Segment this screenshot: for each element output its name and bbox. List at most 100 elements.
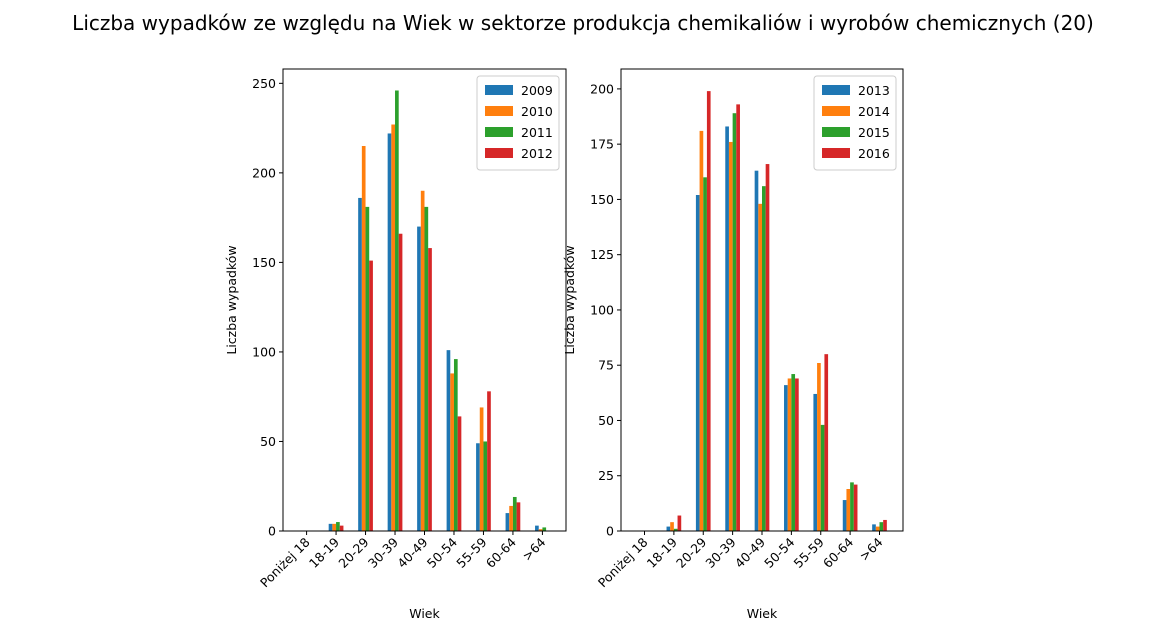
bar-2013-20-29 <box>695 195 700 531</box>
bar-2011-40-49 <box>424 206 429 531</box>
bar-2010-40-49 <box>420 190 425 531</box>
y-tick-label: 200 <box>252 165 276 180</box>
x-tick-label: 50-54 <box>424 534 460 570</box>
bar-2015-30-39 <box>732 113 737 532</box>
bar-2014-20-29 <box>699 130 704 531</box>
bar-2010-20-29 <box>361 146 366 531</box>
bar-2016->64 <box>883 519 887 531</box>
bar-2012-50-54 <box>457 416 462 531</box>
legend-swatch-2012 <box>485 148 513 158</box>
x-tick-label: 20-29 <box>673 534 709 570</box>
y-axis-label: Liczba wypadków <box>224 245 239 354</box>
x-tick-label: 50-54 <box>761 534 797 570</box>
bar-2016-20-29 <box>706 91 711 532</box>
chart-left: 0 50 100 150 200 250 Poniżej 1818-1920-2930-39… <box>224 68 567 621</box>
y-tick-label: 150 <box>252 255 276 270</box>
bar-2014-55-59 <box>817 363 821 531</box>
y-tick-label: 0 <box>606 524 614 539</box>
x-tick-label: 30-39 <box>365 534 401 570</box>
bar-2014->64 <box>875 526 880 531</box>
y-tick-label: 150 <box>590 192 614 207</box>
bar-2015-20-29 <box>703 177 707 531</box>
legend-label-2015: 2015 <box>858 125 890 140</box>
x-tick-label: Poniżej 18 <box>595 534 651 590</box>
bar-2009-30-39 <box>387 133 392 531</box>
x-tick-label: 60-64 <box>820 534 856 570</box>
bar-2013-18-19 <box>666 526 671 531</box>
y-tick-label: 175 <box>590 137 614 152</box>
bar-2013-40-49 <box>754 170 759 531</box>
legend: 2013 2014 2015 2016 <box>813 75 897 171</box>
legend: 2009 2010 2011 2012 <box>476 75 560 171</box>
legend-label-2011: 2011 <box>521 125 553 140</box>
bar-2010->64 <box>538 529 543 531</box>
y-tick-label: 75 <box>598 358 614 373</box>
y-tick-label: 125 <box>590 247 614 262</box>
legend-label-2012: 2012 <box>521 146 553 161</box>
bar-2016-55-59 <box>824 354 829 531</box>
bar-2015-40-49 <box>762 186 766 531</box>
y-tick-label: 0 <box>268 524 276 539</box>
y-tick-label: 50 <box>598 413 614 428</box>
bar-2012-40-49 <box>428 248 432 531</box>
legend-label-2010: 2010 <box>521 104 553 119</box>
bar-2013-50-54 <box>784 385 788 531</box>
x-tick-label: 40-49 <box>394 534 430 570</box>
x-tick-label: >64 <box>856 534 885 563</box>
y-tick-label: 25 <box>598 468 614 483</box>
legend-swatch-2009 <box>485 85 513 95</box>
x-tick-label: Poniżej 18 <box>257 534 313 590</box>
bar-2016-18-19 <box>677 515 682 531</box>
bar-2010-18-19 <box>332 523 337 531</box>
bar-2016-60-64 <box>853 484 858 531</box>
bar-2012-30-39 <box>398 233 403 532</box>
y-tick-label: 200 <box>590 81 614 96</box>
bar-2015-55-59 <box>820 424 825 531</box>
bar-2015-50-54 <box>791 374 796 531</box>
bar-2016-50-54 <box>795 378 799 531</box>
x-tick-label: 60-64 <box>483 534 519 570</box>
bar-2015-18-19 <box>673 528 678 531</box>
bar-2012-18-19 <box>339 525 344 531</box>
bar-2011-20-29 <box>365 206 370 531</box>
bar-2013-55-59 <box>813 393 818 531</box>
y-tick-label: 100 <box>252 344 276 359</box>
bar-2013->64 <box>872 524 876 531</box>
bar-2015-60-64 <box>850 482 854 531</box>
bar-2011-50-54 <box>453 359 458 531</box>
legend-label-2016: 2016 <box>858 146 890 161</box>
bar-2014-50-54 <box>787 378 792 531</box>
bar-2009-40-49 <box>417 226 421 531</box>
y-axis-label: Liczba wypadków <box>562 245 577 354</box>
bar-2009-18-19 <box>328 523 333 531</box>
x-tick-label: 40-49 <box>732 534 768 570</box>
bar-2010-50-54 <box>450 373 454 531</box>
legend-swatch-2011 <box>485 127 513 137</box>
bar-2014-18-19 <box>670 522 674 531</box>
legend-box <box>476 75 560 171</box>
bar-2016-40-49 <box>765 164 770 532</box>
bar-2009-60-64 <box>505 513 510 531</box>
bar-2014-30-39 <box>728 141 733 531</box>
bar-2015->64 <box>879 522 884 531</box>
x-tick-label: 20-29 <box>335 534 371 570</box>
legend-swatch-2015 <box>822 127 850 137</box>
x-axis-label: Wiek <box>747 606 778 621</box>
bar-2011-60-64 <box>512 496 517 531</box>
y-tick-label: 250 <box>252 76 276 91</box>
bar-2011-30-39 <box>395 90 399 532</box>
bar-2013-60-64 <box>842 500 847 531</box>
x-tick-label: 18-19 <box>306 534 342 570</box>
legend-label-2009: 2009 <box>521 83 553 98</box>
bar-2009-20-29 <box>358 197 362 531</box>
bar-2012-55-59 <box>487 391 491 531</box>
legend-label-2014: 2014 <box>858 104 890 119</box>
bar-2012-60-64 <box>516 502 521 531</box>
bar-2011->64 <box>542 527 547 531</box>
bar-2011-55-59 <box>483 441 488 531</box>
bar-2014-40-49 <box>758 203 762 531</box>
bar-2012-20-29 <box>369 260 373 531</box>
legend-swatch-2010 <box>485 106 513 116</box>
bar-2009->64 <box>535 525 539 531</box>
